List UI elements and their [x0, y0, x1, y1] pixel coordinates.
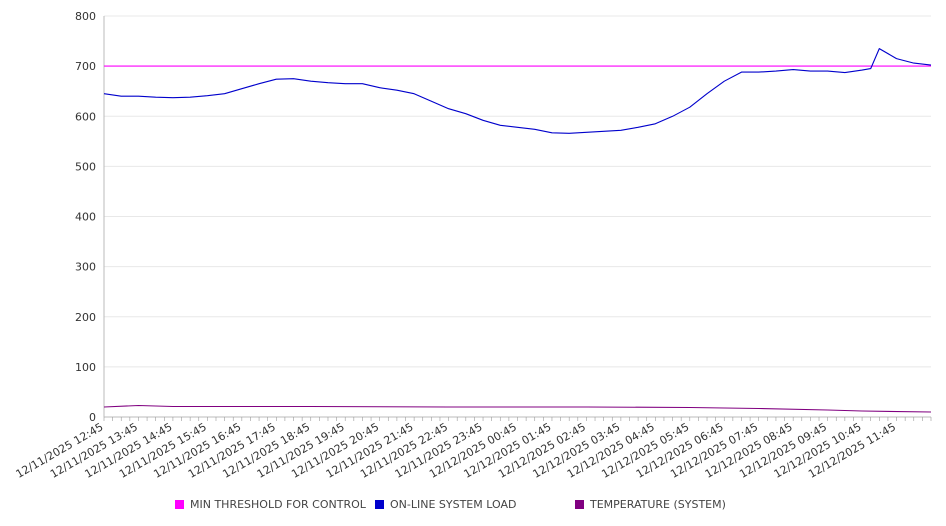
legend-swatch-load	[375, 500, 384, 509]
legend-swatch-temperature	[575, 500, 584, 509]
legend-item-temperature: TEMPERATURE (SYSTEM)	[575, 498, 726, 511]
y-tick-label-0: 0	[89, 411, 96, 424]
legend-label-temperature: TEMPERATURE (SYSTEM)	[590, 498, 726, 511]
y-tick-label-600: 600	[75, 110, 96, 123]
grid-lines	[104, 15, 931, 368]
series-line-on-line-system-load	[103, 48, 932, 134]
y-axis: 0 100 200 300 400 500 600 700 800	[75, 10, 105, 424]
legend-item-load: ON-LINE SYSTEM LOAD	[375, 498, 516, 511]
legend-swatch-threshold	[175, 500, 184, 509]
y-tick-label-100: 100	[75, 361, 96, 374]
y-tick-label-400: 400	[75, 211, 96, 224]
legend-item-threshold: MIN THRESHOLD FOR CONTROL	[175, 498, 366, 511]
series-lines	[103, 48, 932, 413]
y-tick-label-300: 300	[75, 261, 96, 274]
y-tick-label-700: 700	[75, 60, 96, 73]
series-line-temperature-system	[103, 404, 932, 413]
legend: MIN THRESHOLD FOR CONTROL ON-LINE SYSTEM…	[0, 498, 946, 516]
legend-label-threshold: MIN THRESHOLD FOR CONTROL	[190, 498, 366, 511]
legend-label-load: ON-LINE SYSTEM LOAD	[390, 498, 517, 511]
y-tick-label-800: 800	[75, 10, 96, 23]
y-tick-label-200: 200	[75, 311, 96, 324]
y-tick-label-500: 500	[75, 160, 96, 173]
